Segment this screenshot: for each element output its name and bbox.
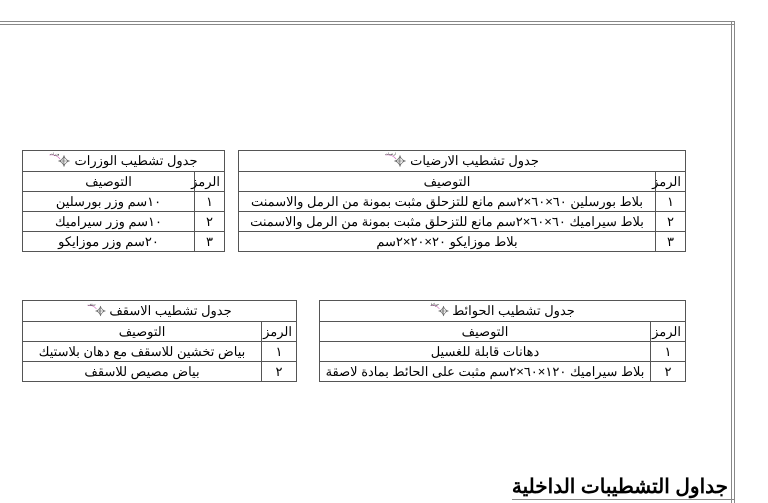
svg-text:حوائط: حوائط — [430, 303, 439, 307]
svg-text:سقف: سقف — [88, 303, 96, 307]
svg-text:وزرات: وزرات — [50, 151, 60, 156]
svg-text:ارضيات: ارضيات — [385, 151, 396, 156]
